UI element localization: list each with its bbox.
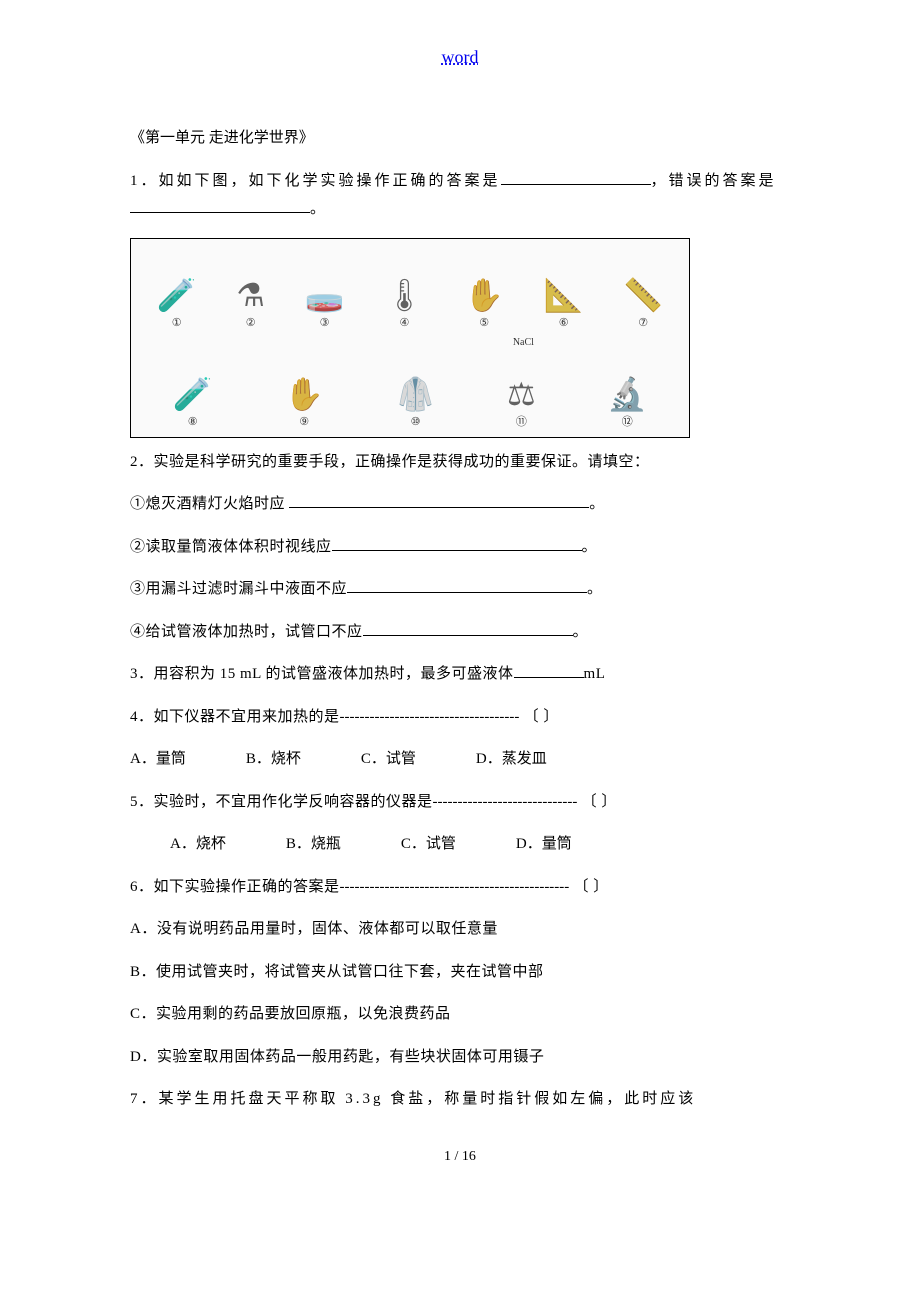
diagram-glyph: 📐 bbox=[544, 279, 584, 311]
diagram-cell: 📏⑦ bbox=[623, 279, 663, 334]
option-b: B．烧瓶 bbox=[286, 830, 341, 859]
period: 。 bbox=[582, 539, 598, 555]
question-4: 4．如下仪器不宜用来加热的是--------------------------… bbox=[130, 703, 790, 732]
question-2-item-4: ④给试管液体加热时，试管口不应 。 bbox=[130, 618, 790, 647]
diagram-num: ⑤ bbox=[479, 313, 489, 334]
q1-suffix: 。 bbox=[310, 201, 328, 217]
diagram-num: ① bbox=[172, 313, 182, 334]
question-6-option-d: D．实验室取用固体药品一般用药匙，有些块状固体可用镊子 bbox=[130, 1043, 790, 1072]
question-5: 5．实验时，不宜用作化学反响容器的仪器是--------------------… bbox=[130, 788, 790, 817]
diagram-num: ⑫ bbox=[622, 412, 633, 433]
q5-paren: 〔 〕 bbox=[582, 794, 617, 810]
question-5-options: A．烧杯 B．烧瓶 C．试管 D．量筒 bbox=[130, 830, 790, 859]
diagram-row-1: 🧪① ⚗② 🧫③ 🌡④ ✋⑤ 📐⑥ 📏⑦ bbox=[131, 239, 689, 338]
question-2-intro: 2．实验是科学研究的重要手段，正确操作是获得成功的重要保证。请填空： bbox=[130, 448, 790, 477]
diagram-glyph: 📏 bbox=[623, 279, 663, 311]
diagram-cell: ✋⑤ bbox=[464, 279, 504, 334]
q1-mid: ，错误的答案是 bbox=[651, 173, 777, 189]
question-6-option-a: A．没有说明药品用量时，固体、液体都可以取任意量 bbox=[130, 915, 790, 944]
q2-i4-text: ④给试管液体加热时，试管口不应 bbox=[130, 624, 363, 640]
question-6-option-c: C．实验用剩的药品要放回原瓶，以免浪费药品 bbox=[130, 1000, 790, 1029]
q1-prefix: 1．如如下图，如下化学实验操作正确的答案是 bbox=[130, 173, 501, 189]
diagram-glyph: 🧫 bbox=[305, 279, 345, 311]
diagram-glyph: ⚗ bbox=[236, 279, 265, 311]
diagram-cell: 📐⑥ bbox=[544, 279, 584, 334]
q3-prefix: 3．用容积为 15 mL 的试管盛液体加热时，最多可盛液体 bbox=[130, 666, 514, 682]
q2-i3-blank bbox=[347, 592, 587, 593]
q2-i1-text: ①熄灭酒精灯火焰时应 bbox=[130, 496, 289, 512]
q4-text: 4．如下仪器不宜用来加热的是 bbox=[130, 709, 340, 725]
q3-suffix: mL bbox=[584, 666, 606, 682]
diagram-num: ⑧ bbox=[188, 412, 198, 433]
page-number: 1 / 16 bbox=[130, 1144, 790, 1171]
diagram-cell: NaCl⚖⑪ bbox=[507, 359, 536, 433]
diagram-row-2: 🧪⑧ ✋⑨ 🥼⑩ NaCl⚖⑪ 🔬⑫ bbox=[131, 338, 689, 437]
diagram-num: ⑥ bbox=[559, 313, 569, 334]
nacl-label: NaCl bbox=[513, 333, 534, 352]
q1-blank-2 bbox=[130, 212, 310, 213]
period: 。 bbox=[587, 581, 603, 597]
question-2-item-3: ③用漏斗过滤时漏斗中液面不应 。 bbox=[130, 575, 790, 604]
q6-dashes: ----------------------------------------… bbox=[340, 879, 570, 895]
header-link: word bbox=[130, 40, 790, 74]
question-2-item-1: ①熄灭酒精灯火焰时应 。 bbox=[130, 490, 790, 519]
option-d: D．蒸发皿 bbox=[476, 745, 547, 774]
diagram-glyph: 🔬 bbox=[607, 378, 647, 410]
diagram-num: ③ bbox=[320, 313, 330, 334]
diagram-num: ⑨ bbox=[299, 412, 309, 433]
question-6: 6．如下实验操作正确的答案是--------------------------… bbox=[130, 873, 790, 902]
diagram-cell: 🧪① bbox=[157, 279, 197, 334]
q4-dashes: ------------------------------------ bbox=[340, 709, 520, 725]
diagram-cell: ⚗② bbox=[236, 279, 265, 334]
diagram-num: ⑩ bbox=[411, 412, 421, 433]
option-c: C．试管 bbox=[361, 745, 416, 774]
q5-text: 5．实验时，不宜用作化学反响容器的仪器是 bbox=[130, 794, 433, 810]
question-4-options: A．量筒 B．烧杯 C．试管 D．蒸发皿 bbox=[130, 745, 790, 774]
diagram-cell: 🥼⑩ bbox=[396, 378, 436, 433]
diagram-num: ⑦ bbox=[638, 313, 648, 334]
q2-i3-text: ③用漏斗过滤时漏斗中液面不应 bbox=[130, 581, 347, 597]
diagram-glyph: 🥼 bbox=[396, 378, 436, 410]
diagram-num: ④ bbox=[399, 313, 409, 334]
question-1: 1．如如下图，如下化学实验操作正确的答案是 ，错误的答案是 。 bbox=[130, 167, 790, 224]
q2-i4-blank bbox=[363, 635, 573, 636]
q6-text: 6．如下实验操作正确的答案是 bbox=[130, 879, 340, 895]
q1-blank-1 bbox=[501, 184, 651, 185]
option-a: A．烧杯 bbox=[170, 830, 226, 859]
diagram-cell: 🌡④ bbox=[384, 279, 425, 334]
q6-paren: 〔 〕 bbox=[574, 879, 609, 895]
diagram-cell: ✋⑨ bbox=[284, 378, 324, 433]
diagram-num: ② bbox=[246, 313, 256, 334]
experiment-diagram-box: 🧪① ⚗② 🧫③ 🌡④ ✋⑤ 📐⑥ 📏⑦ 🧪⑧ ✋⑨ 🥼⑩ NaCl⚖⑪ 🔬⑫ bbox=[130, 238, 690, 438]
diagram-glyph: ✋ bbox=[464, 279, 504, 311]
period: 。 bbox=[573, 624, 589, 640]
diagram-glyph: 🧪 bbox=[157, 279, 197, 311]
question-6-option-b: B．使用试管夹时，将试管夹从试管口往下套，夹在试管中部 bbox=[130, 958, 790, 987]
diagram-cell: 🔬⑫ bbox=[607, 378, 647, 433]
question-2-item-2: ②读取量筒液体体积时视线应 。 bbox=[130, 533, 790, 562]
diagram-cell: 🧫③ bbox=[305, 279, 345, 334]
option-d: D．量筒 bbox=[516, 830, 572, 859]
q2-i1-blank bbox=[289, 507, 589, 508]
diagram-num: ⑪ bbox=[516, 412, 527, 433]
unit-title: 《第一单元 走进化学世界》 bbox=[130, 124, 790, 153]
option-c: C．试管 bbox=[401, 830, 456, 859]
option-a: A．量筒 bbox=[130, 745, 186, 774]
diagram-glyph: ✋ bbox=[284, 378, 324, 410]
q2-i2-text: ②读取量筒液体体积时视线应 bbox=[130, 539, 332, 555]
option-b: B．烧杯 bbox=[246, 745, 301, 774]
period: 。 bbox=[589, 496, 605, 512]
q3-blank bbox=[514, 677, 584, 678]
question-7: 7．某学生用托盘天平称取 3.3g 食盐，称量时指针假如左偏，此时应该 bbox=[130, 1085, 790, 1114]
question-3: 3．用容积为 15 mL 的试管盛液体加热时，最多可盛液体 mL bbox=[130, 660, 790, 689]
q2-i2-blank bbox=[332, 550, 582, 551]
document-page: word 《第一单元 走进化学世界》 1．如如下图，如下化学实验操作正确的答案是… bbox=[0, 0, 920, 1210]
diagram-cell: 🧪⑧ bbox=[173, 378, 213, 433]
q5-dashes: ----------------------------- bbox=[433, 794, 578, 810]
diagram-glyph: ⚖ bbox=[507, 378, 536, 410]
diagram-glyph: 🧪 bbox=[173, 378, 213, 410]
diagram-glyph: 🌡 bbox=[384, 279, 425, 311]
q4-paren: 〔 〕 bbox=[524, 709, 559, 725]
